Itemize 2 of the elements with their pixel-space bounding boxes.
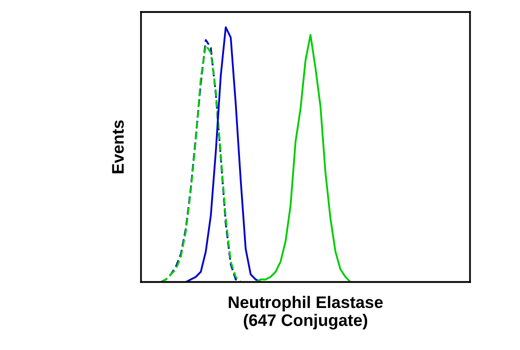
y-axis-title: Events (112, 120, 124, 174)
x-axis-title: Neutrophil Elastase (647 Conjugate) (228, 296, 383, 330)
